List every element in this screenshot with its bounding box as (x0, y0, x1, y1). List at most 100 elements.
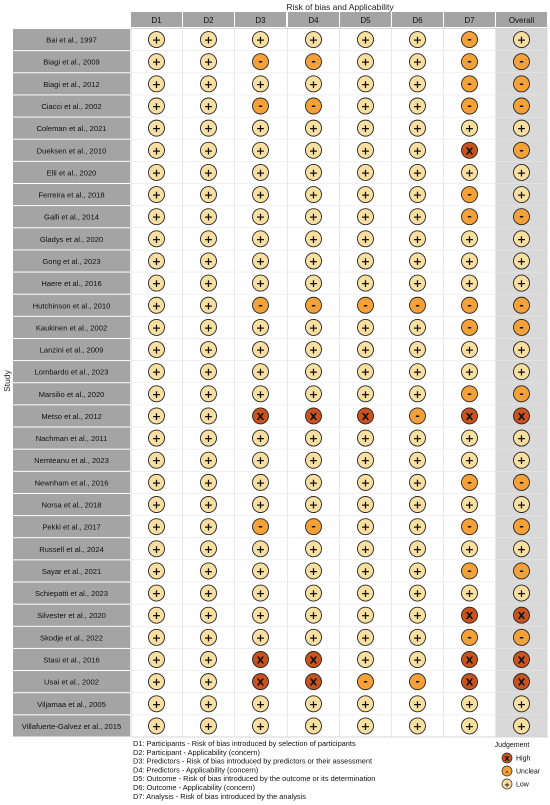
study-label: Bai et al., 1997 (46, 36, 97, 45)
table-border (130, 28, 548, 738)
study-label: Usai et al., 2002 (44, 678, 99, 687)
judgement-circle (252, 274, 269, 292)
judgement-circle (200, 119, 217, 137)
judgement-symbol: + (309, 499, 318, 512)
judgement-symbol: + (152, 100, 161, 113)
legend-symbol: X (504, 755, 510, 763)
judgement-circle (513, 562, 530, 580)
judgement-symbol: + (413, 631, 422, 644)
judgement-circle (461, 318, 478, 336)
judgement-symbol: - (519, 77, 524, 90)
column-header-bg (183, 12, 234, 27)
judgement-symbol: + (256, 78, 265, 91)
judgement-mark-low: + (148, 75, 165, 93)
judgement-symbol: + (256, 631, 265, 644)
judgement-grid: D1 D2 D3 D4 D5 D6 D7 Overall Bai et al., 1997 + + +… (13, 12, 548, 738)
judgement-mark-low: + (148, 252, 165, 270)
judgement-mark-unclear: - (461, 562, 478, 580)
judgement-circle (305, 518, 322, 536)
judgement-mark-low: + (409, 584, 426, 602)
judgement-circle (305, 53, 322, 71)
judgement-mark-low: + (305, 230, 322, 248)
judgement-mark-low: + (357, 186, 374, 204)
judgement-symbol: + (465, 366, 474, 379)
judgement-mark-low: + (200, 651, 217, 668)
judgement-symbol: + (204, 676, 213, 689)
judgement-circle (305, 141, 322, 159)
judgement-mark-high: X (513, 407, 530, 425)
legend-symbol: - (506, 768, 509, 776)
judgement-mark-low: + (513, 274, 530, 292)
judgement-circle (409, 186, 426, 204)
judgement-mark-low: + (357, 606, 374, 624)
judgement-mark-low: + (357, 318, 374, 336)
judgement-mark-low: + (200, 562, 217, 580)
judgement-symbol: + (152, 631, 161, 644)
judgement-circle (200, 717, 217, 735)
column-header-bg (392, 12, 443, 27)
judgement-symbol: + (361, 144, 370, 157)
judgement-symbol: + (413, 521, 422, 534)
judgement-symbol: + (309, 609, 318, 622)
judgement-mark-low: + (148, 451, 165, 469)
judgement-mark-low: + (409, 119, 426, 137)
judgement-symbol: + (256, 277, 265, 290)
judgement-mark-low: + (409, 186, 426, 204)
judgement-circle (461, 651, 478, 668)
judgement-symbol: + (361, 432, 370, 445)
judgement-circle (357, 341, 374, 358)
judgement-circle (200, 274, 217, 292)
judgement-symbol: + (309, 720, 318, 733)
judgement-symbol: + (256, 211, 265, 224)
column-header: D4 (308, 16, 319, 25)
judgement-circle (357, 363, 374, 381)
study-label-bg (13, 117, 130, 139)
judgement-symbol: + (204, 543, 213, 556)
judgement-symbol: + (256, 255, 265, 268)
judgement-symbol: + (152, 432, 161, 445)
legend-symbol: + (504, 781, 510, 789)
study-label-bg (13, 516, 130, 538)
study-label-bg (13, 316, 130, 338)
judgement-circle (148, 31, 165, 49)
judgement-circle (461, 119, 478, 137)
column-header: D5 (360, 16, 371, 25)
judgement-mark-low: + (200, 75, 217, 93)
judgement-circle (148, 141, 165, 159)
column-header: D3 (255, 16, 266, 25)
judgement-symbol: + (309, 454, 318, 467)
judgement-symbol: X (257, 678, 265, 689)
judgement-circle (200, 141, 217, 159)
judgement-mark-low: + (461, 163, 478, 181)
judgement-mark-low: + (252, 363, 269, 381)
judgement-circle (461, 186, 478, 204)
legend-item-high: X High (501, 752, 531, 764)
judgement-mark-high: X (305, 407, 322, 425)
judgement-mark-low: + (409, 385, 426, 403)
judgement-symbol: + (517, 432, 526, 445)
judgement-mark-unclear: - (461, 473, 478, 491)
judgement-symbol: + (152, 299, 161, 312)
judgement-circle (357, 673, 374, 691)
judgement-mark-low: + (409, 628, 426, 646)
judgement-circle (513, 628, 530, 646)
judgement-circle (461, 341, 478, 358)
column-header-bg (235, 12, 286, 27)
judgement-mark-low: + (409, 274, 426, 292)
judgement-symbol: + (256, 454, 265, 467)
judgement-circle (200, 606, 217, 624)
judgement-circle (461, 252, 478, 270)
judgement-symbol: - (415, 675, 420, 688)
judgement-symbol: + (413, 56, 422, 69)
study-label: Nachman et al., 2011 (36, 434, 108, 443)
judgement-symbol: + (465, 344, 474, 357)
judgement-circle (409, 119, 426, 137)
judgement-symbol: + (361, 476, 370, 489)
judgement-circle (461, 407, 478, 425)
judgement-circle (200, 318, 217, 336)
judgement-symbol: + (413, 653, 422, 666)
judgement-mark-low: + (200, 407, 217, 425)
judgement-circle (200, 496, 217, 513)
judgement-mark-low: + (200, 341, 217, 358)
judgement-mark-low: + (200, 717, 217, 735)
